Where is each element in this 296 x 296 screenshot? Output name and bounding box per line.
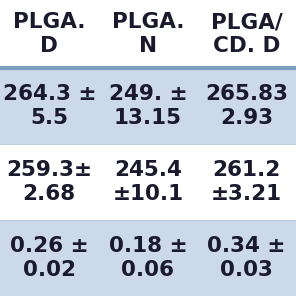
Bar: [0, 144, 296, 220]
Text: 264.3 ±
5.5: 264.3 ± 5.5: [3, 84, 96, 128]
Text: 249. ±
13.15: 249. ± 13.15: [109, 84, 187, 128]
Text: 261.2
±3.21: 261.2 ±3.21: [211, 160, 282, 204]
Text: PLGA/
CD. D: PLGA/ CD. D: [211, 12, 283, 56]
Text: 265.83
2.93: 265.83 2.93: [205, 84, 288, 128]
Bar: [0, 220, 296, 296]
Text: PLGA.
D: PLGA. D: [13, 12, 86, 56]
Text: 245.4
±10.1: 245.4 ±10.1: [112, 160, 184, 204]
Text: 0.26 ±
0.02: 0.26 ± 0.02: [10, 237, 89, 280]
Bar: [0, 0, 296, 68]
Text: 0.18 ±
0.06: 0.18 ± 0.06: [109, 237, 187, 280]
Text: 259.3±
2.68: 259.3± 2.68: [6, 160, 92, 204]
Bar: [0, 68, 296, 144]
Text: 0.34 ±
0.03: 0.34 ± 0.03: [207, 237, 286, 280]
Text: PLGA.
N: PLGA. N: [112, 12, 184, 56]
